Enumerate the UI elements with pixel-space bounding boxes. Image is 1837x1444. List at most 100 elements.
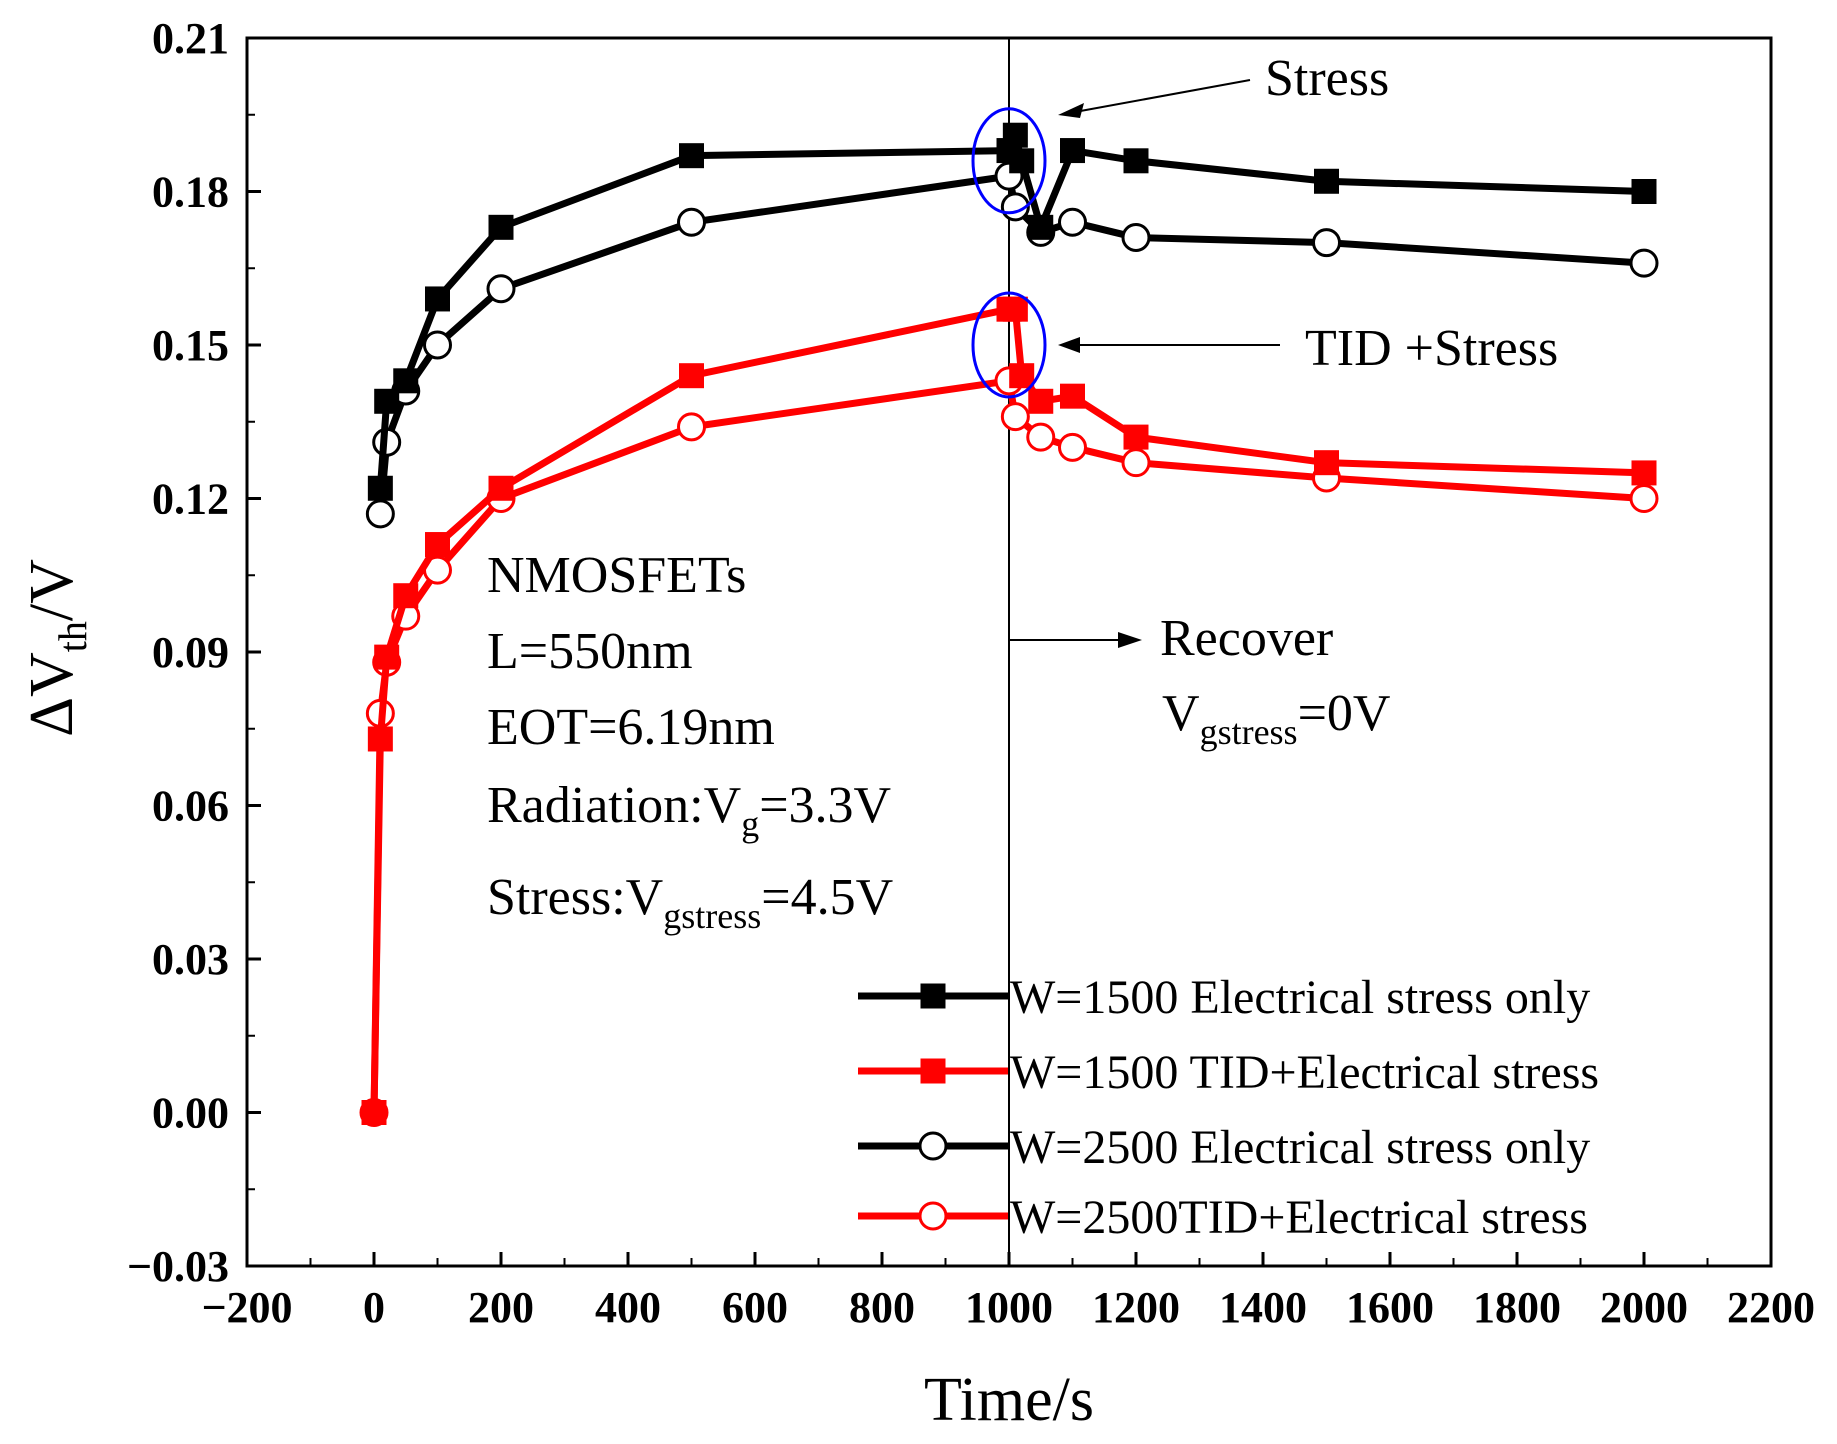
- y-axis-tick-labels: −0.03 0.00 0.03 0.06 0.09 0.12 0.15 0.18 0.21: [127, 14, 229, 1291]
- data-point: [365, 499, 395, 529]
- data-point: [1629, 248, 1659, 278]
- device-info-line5-sub: gstress: [663, 896, 761, 936]
- data-point: [425, 532, 450, 558]
- device-info-line4: Radiation:Vg=3.3V: [487, 777, 891, 844]
- legend-swatch-marker: [918, 1201, 948, 1231]
- x-tick-label: 400: [595, 1283, 661, 1332]
- stress-arrow-line: [1074, 79, 1251, 113]
- data-point: [1002, 296, 1028, 322]
- legend: W=1500 Electrical stress only W=1500 TID+…: [858, 971, 1599, 1244]
- y-tick-label: 0.03: [152, 935, 229, 984]
- y-tick-label: 0.18: [152, 168, 229, 217]
- data-point: [677, 207, 706, 237]
- y-tick-label: 0.15: [152, 321, 229, 370]
- x-tick-label: 1800: [1473, 1283, 1561, 1332]
- y-axis-title-sub: th: [50, 621, 95, 652]
- series-1: [367, 122, 1657, 501]
- legend-swatch-marker: [920, 1058, 946, 1084]
- device-info-line2: L=550nm: [487, 623, 693, 680]
- data-point: [1026, 422, 1056, 452]
- data-point: [486, 274, 516, 304]
- data-point: [361, 1100, 387, 1125]
- data-point: [423, 330, 452, 360]
- data-point: [393, 583, 419, 609]
- data-point: [1028, 388, 1054, 414]
- recover-vgstress-tail: =0V: [1298, 685, 1391, 742]
- annotations: Stress TID +Stress Recover Vgstress=0V N…: [487, 50, 1558, 936]
- y-tick-label: 0.06: [152, 782, 229, 831]
- y-axis-title-main: ΔV: [18, 652, 86, 737]
- recover-vgstress-main: V: [1162, 685, 1200, 742]
- data-point: [1314, 168, 1339, 194]
- data-point: [679, 363, 704, 389]
- x-tick-label: 600: [722, 1283, 788, 1332]
- legend-swatch-marker: [920, 983, 946, 1009]
- legend-label: W=1500 Electrical stress only: [1010, 971, 1590, 1024]
- data-point: [1028, 214, 1054, 240]
- tid-stress-arrow-head: [1058, 337, 1080, 353]
- data-point: [367, 475, 393, 501]
- data-point: [1009, 363, 1035, 389]
- data-point: [393, 368, 419, 394]
- legend-label: W=2500TID+Electrical stress: [1010, 1191, 1588, 1244]
- y-tick-label: 0.00: [152, 1089, 229, 1138]
- x-tick-label: 1600: [1346, 1283, 1434, 1332]
- y-tick-label: 0.21: [152, 14, 229, 63]
- data-point: [374, 644, 400, 670]
- device-info-line4-tail: =3.3V: [759, 777, 891, 834]
- device-info-line4-sub: g: [741, 804, 759, 844]
- data-point: [1312, 228, 1341, 258]
- y-tick-label: 0.09: [152, 628, 229, 677]
- x-tick-label: 200: [468, 1283, 534, 1332]
- x-axis-title: Time/s: [924, 1366, 1094, 1434]
- legend-swatch-marker: [918, 1131, 948, 1161]
- recover-vgstress-sub: gstress: [1200, 712, 1298, 752]
- data-point: [1121, 448, 1151, 478]
- x-tick-label: 1200: [1092, 1283, 1180, 1332]
- data-point: [1629, 484, 1659, 513]
- x-tick-label: 1400: [1219, 1283, 1307, 1332]
- highlight-ellipse-2: [971, 291, 1047, 399]
- data-point: [1123, 424, 1149, 450]
- y-axis-ticks: [247, 36, 261, 1268]
- y-tick-label: 0.12: [152, 475, 229, 524]
- data-point: [1000, 402, 1030, 432]
- tid-stress-label: TID +Stress: [1305, 320, 1558, 377]
- series-2: [361, 296, 1657, 1125]
- legend-item-4: W=2500TID+Electrical stress: [858, 1191, 1588, 1244]
- data-point: [1060, 383, 1085, 409]
- x-axis-tick-labels: −200 0 200 400 600 800 1000 1200 1400 1600 1800 200…: [201, 1283, 1815, 1332]
- x-tick-label: 2200: [1727, 1283, 1815, 1332]
- data-point: [1121, 223, 1151, 253]
- x-tick-label: 0: [363, 1283, 385, 1332]
- data-point: [1058, 207, 1087, 237]
- x-tick-label: 800: [849, 1283, 915, 1332]
- x-tick-label: −200: [201, 1283, 292, 1332]
- stress-label: Stress: [1265, 50, 1389, 107]
- y-axis-title: ΔVth/V: [18, 559, 95, 737]
- legend-item-3: W=2500 Electrical stress only: [858, 1121, 1590, 1174]
- stress-arrow-head: [1058, 103, 1084, 118]
- x-tick-label: 2000: [1600, 1283, 1688, 1332]
- highlight-ellipse-1: [971, 107, 1047, 215]
- legend-item-2: W=1500 TID+Electrical stress: [858, 1046, 1599, 1099]
- recover-arrow-head: [1118, 632, 1142, 648]
- data-point: [425, 286, 450, 312]
- device-info-line5-tail: =4.5V: [761, 869, 893, 926]
- device-info-line3: EOT=6.19nm: [487, 699, 775, 756]
- legend-label: W=2500 Electrical stress only: [1010, 1121, 1590, 1174]
- recover-label: Recover: [1160, 610, 1333, 667]
- data-point: [1631, 460, 1657, 486]
- legend-label: W=1500 TID+Electrical stress: [1010, 1046, 1599, 1099]
- data-point: [1123, 148, 1149, 174]
- x-axis-ticks: [245, 1252, 1773, 1266]
- data-point: [1631, 179, 1657, 204]
- data-point: [1002, 122, 1028, 148]
- device-info-line1: NMOSFETs: [487, 547, 746, 604]
- recover-vgstress-label: Vgstress=0V: [1162, 685, 1390, 752]
- device-info-line5-main: Stress:V: [487, 869, 663, 926]
- y-tick-label: −0.03: [127, 1242, 229, 1291]
- series-layer: [359, 122, 1659, 1127]
